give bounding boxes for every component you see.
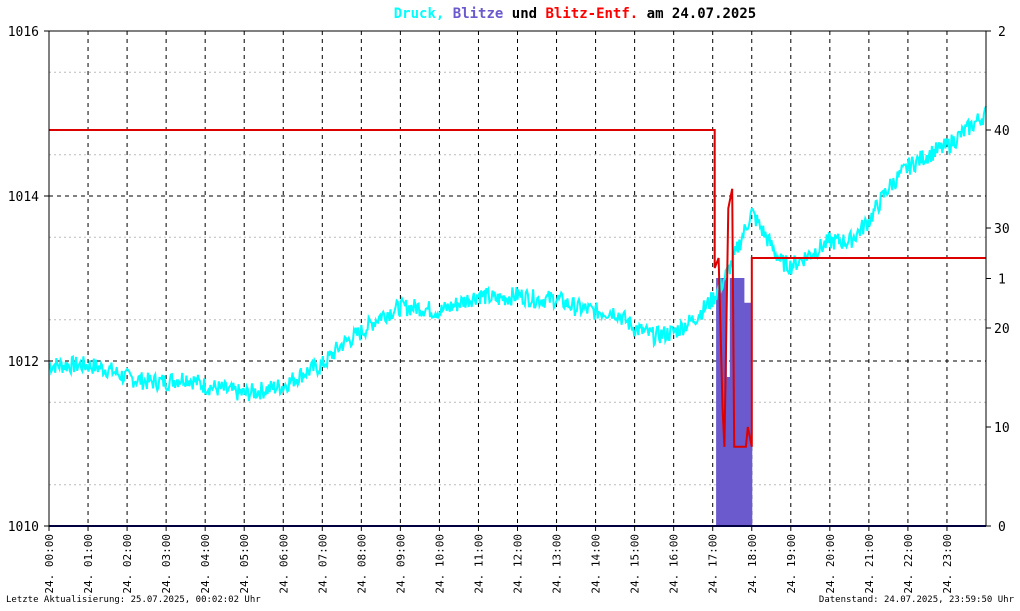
y-right-distance-tick-label: 30 [994,222,1010,237]
y-right-distance-tick-label: 20 [994,322,1010,337]
title-part: Druck [394,6,437,22]
x-tick-label: 24. 10:00 [433,534,446,594]
x-tick-label: 24. 18:00 [746,534,759,594]
x-tick-label: 24. 07:00 [316,534,329,594]
x-tick-label: 24. 22:00 [902,534,915,594]
x-tick-label: 24. 12:00 [512,534,525,594]
y-left-tick-label: 1010 [8,520,39,535]
x-tick-label: 24. 09:00 [394,534,407,594]
x-tick-label: 24. 21:00 [863,534,876,594]
y-right-distance-tick-label: 10 [994,421,1010,436]
grid [49,30,986,526]
footer-right: Datenstand: 24.07.2025, 23:59:50 Uhr [819,595,1015,605]
y-left-tick-label: 1012 [8,355,39,370]
chart-title: Druck, Blitze und Blitz-Entf. am 24.07.2… [394,6,756,22]
x-tick-label: 24. 11:00 [472,534,485,594]
y-right-strike-tick-label: 1 [998,273,1006,288]
x-tick-label: 24. 01:00 [82,534,95,594]
x-tick-label: 24. 16:00 [668,534,681,594]
x-tick-label: 24. 03:00 [160,534,173,594]
x-tick-label: 24. 20:00 [824,534,837,594]
x-tick-label: 24. 17:00 [707,534,720,594]
y-right-distance-tick-label: 40 [994,124,1010,139]
x-tick-label: 24. 08:00 [355,534,368,594]
x-tick-label: 24. 13:00 [551,534,564,594]
x-tick-label: 24. 05:00 [238,534,251,594]
x-tick-label: 24. 23:00 [941,534,954,594]
pressure-series [48,105,987,402]
x-tick-label: 24. 04:00 [199,534,212,594]
title-part: und [503,6,545,22]
x-tick-label: 24. 14:00 [590,534,603,594]
title-part: Blitze [453,6,504,22]
y-left-tick-label: 1014 [8,190,39,205]
distance-series [49,129,986,448]
y-right-strike-tick-label: 2 [998,25,1006,40]
x-tick-label: 24. 19:00 [785,534,798,594]
title-part: , [436,6,453,22]
footer-left: Letzte Aktualisierung: 25.07.2025, 00:02… [6,595,261,605]
x-tick-label: 24. 00:00 [43,534,56,594]
title-part: am 24.07.2025 [638,6,756,22]
x-tick-label: 24. 15:00 [629,534,642,594]
x-tick-label: 24. 06:00 [277,534,290,594]
title-part: Blitz-Entf. [546,6,639,22]
y-right-strike-tick-label: 0 [998,520,1006,535]
x-tick-label: 24. 02:00 [121,534,134,594]
y-left-tick-label: 1016 [8,25,39,40]
